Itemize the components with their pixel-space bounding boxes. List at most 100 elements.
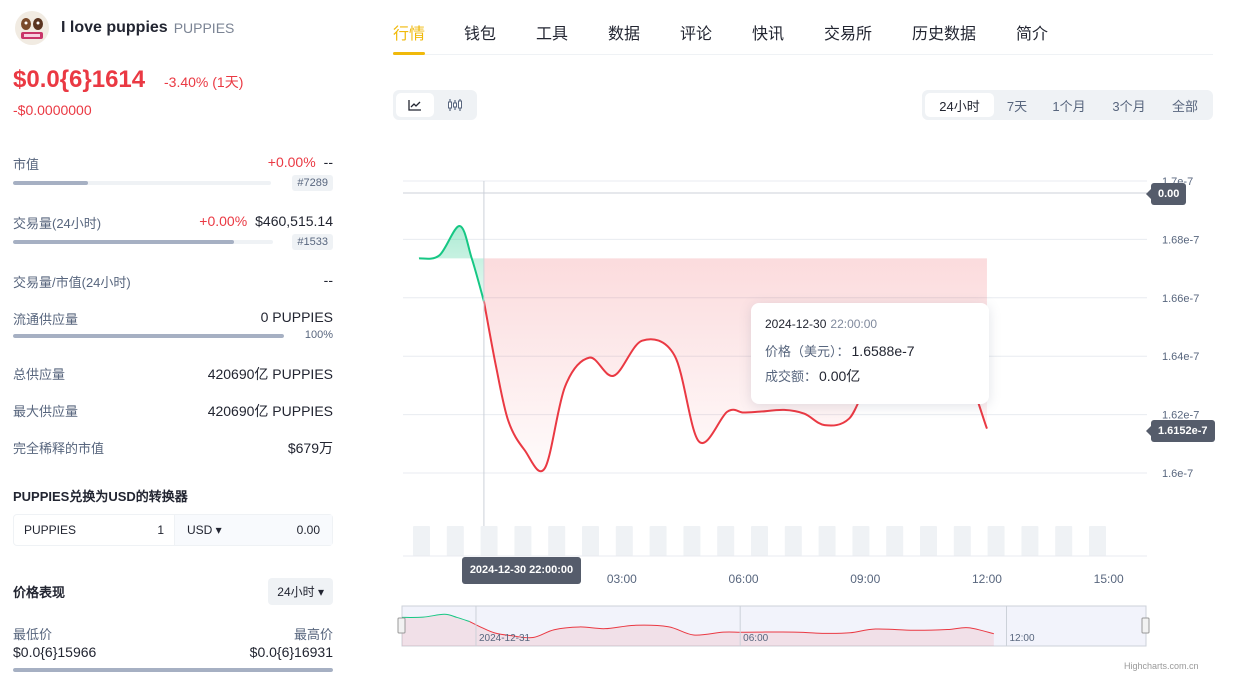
y-tick-label: 1.68e-7 (1162, 234, 1199, 246)
circulating-supply-value: 0 PUPPIES (260, 309, 333, 325)
x-tick-label: 12:00 (972, 572, 1002, 586)
low-price-value: $0.0{6}15966 (13, 644, 97, 660)
x-tick-label: 03:00 (607, 572, 637, 586)
total-supply-value: 420690亿 PUPPIES (207, 366, 333, 382)
volume-bar (649, 526, 667, 556)
price-range-bar (13, 668, 333, 672)
total-supply-label: 总供应量 (13, 367, 66, 382)
y-tick-label: 1.66e-7 (1162, 293, 1199, 305)
range-7d-button[interactable]: 7天 (1006, 98, 1028, 114)
tab-exchanges[interactable]: 交易所 (824, 26, 873, 43)
circulating-supply-pct: 100% (304, 329, 333, 341)
range-all-button[interactable]: 全部 (1171, 98, 1198, 114)
converter-from-amount: 1 (157, 523, 164, 537)
market-cap-value: +0.00% -- (268, 154, 333, 170)
volume-amount: $460,515.14 (255, 213, 333, 229)
navigator-tick-label: 12:00 (1010, 633, 1035, 644)
volume-bar (683, 526, 701, 556)
tab-comments[interactable]: 评论 (680, 26, 713, 43)
navigator-line-up (401, 613, 470, 623)
price-line-up (418, 224, 485, 302)
fdv-value: $679万 (287, 440, 333, 456)
x-tick-label: 09:00 (850, 572, 880, 586)
navigator-handle[interactable] (1141, 617, 1150, 634)
navigator-frame (401, 605, 1147, 647)
range-24h-button[interactable]: 24小时 (925, 93, 994, 117)
volume-bar (615, 526, 633, 556)
volume-bar (953, 526, 971, 556)
range-1m-button[interactable]: 1个月 (1052, 98, 1086, 114)
tab-data[interactable]: 数据 (608, 26, 641, 43)
volume-label: 交易量(24小时) (13, 216, 102, 231)
chart-credits[interactable]: Highcharts.com.cn (1124, 661, 1199, 671)
performance-title: 价格表现 (13, 585, 66, 600)
vol-mcap-label: 交易量/市值(24小时) (13, 275, 131, 290)
circulating-supply-bar (13, 334, 284, 338)
price-change-abs: -$0.0000000 (13, 102, 92, 118)
high-price-value: $0.0{6}16931 (249, 644, 333, 660)
volume-bar (582, 526, 599, 556)
high-price-label: 最高价 (293, 627, 333, 642)
max-supply-value: 420690亿 PUPPIES (207, 403, 333, 419)
converter-to-input[interactable]: USD ▾ 0.00 (174, 515, 332, 545)
tab-wallet[interactable]: 钱包 (464, 26, 497, 43)
y-tick-label: 1.62e-7 (1162, 410, 1199, 422)
volume-bar (751, 526, 768, 556)
line-chart-button[interactable] (396, 93, 434, 117)
converter-from-symbol: PUPPIES (24, 523, 77, 537)
converter: PUPPIES 1 USD ▾ 0.00 (13, 514, 333, 546)
price-chart[interactable]: 1.7e-71.68e-71.66e-71.64e-71.62e-71.6e-7… (393, 160, 1223, 665)
navigator-tick-label: 2024-12-31 (479, 633, 531, 644)
price-range-bar-fill (13, 668, 333, 672)
candlestick-icon (448, 99, 462, 111)
tooltip-price-label: 价格（美元）： (765, 344, 850, 359)
main-tabs: 行情 钱包 工具 数据 评论 快讯 交易所 历史数据 简介 (393, 0, 1213, 55)
volume-axis-flag: 0.00 (1145, 183, 1187, 205)
time-range-selector: 24小时 7天 1个月 3个月 全部 (922, 90, 1213, 120)
navigator-handle[interactable] (397, 617, 406, 634)
tab-tools[interactable]: 工具 (536, 26, 569, 43)
market-cap-amount: -- (323, 154, 333, 170)
tab-active-indicator (393, 52, 425, 55)
market-cap-label: 市值 (13, 157, 40, 172)
circulating-supply-bar-fill (13, 334, 284, 338)
tab-news[interactable]: 快讯 (752, 26, 785, 43)
volume-bar (987, 526, 1005, 556)
coin-name: I love puppies (61, 19, 168, 36)
market-cap-change: +0.00% (267, 154, 316, 170)
performance-range-select[interactable]: 24小时 ▾ (268, 578, 333, 605)
volume-rank: #1533 (292, 234, 333, 250)
volume-value: +0.00% $460,515.14 (199, 213, 333, 229)
max-supply-label: 最大供应量 (13, 404, 79, 419)
x-tick-label: 15:00 (1094, 572, 1124, 586)
chart-tooltip: 2024-12-30 22:00:00 价格（美元）： 1.6588e-7 成交额：… (751, 303, 989, 404)
volume-bar (13, 240, 273, 244)
chart-type-toggle (393, 90, 477, 120)
tab-market[interactable]: 行情 (393, 26, 426, 43)
volume-bar (920, 526, 937, 556)
tab-about[interactable]: 简介 (1016, 26, 1049, 43)
converter-to-amount: 0.00 (296, 523, 320, 537)
range-3m-button[interactable]: 3个月 (1112, 98, 1146, 114)
converter-to-currency-select[interactable]: USD ▾ (187, 523, 222, 537)
volume-bar (480, 526, 498, 556)
volume-bar (784, 526, 802, 556)
candlestick-chart-button[interactable] (436, 93, 474, 117)
tooltip-time: 22:00:00 (830, 317, 878, 331)
market-cap-rank: #7289 (292, 175, 333, 191)
x-tick-label: 06:00 (729, 572, 759, 586)
coin-price: $0.0{6}1614 (13, 66, 146, 93)
navigator-area (402, 614, 994, 646)
volume-bar (886, 526, 904, 556)
volume-change: +0.00% (199, 213, 248, 229)
tab-historical-data[interactable]: 历史数据 (912, 26, 977, 43)
market-cap-bar (13, 181, 271, 185)
low-price-label: 最低价 (13, 627, 53, 642)
volume-bar (548, 526, 566, 556)
navigator-line-down (469, 621, 994, 639)
volume-bar (717, 526, 735, 556)
volume-bar (1089, 526, 1106, 556)
volume-bar (413, 526, 430, 556)
navigator-tick-label: 06:00 (743, 633, 768, 644)
converter-from-input[interactable]: PUPPIES 1 (14, 515, 174, 545)
